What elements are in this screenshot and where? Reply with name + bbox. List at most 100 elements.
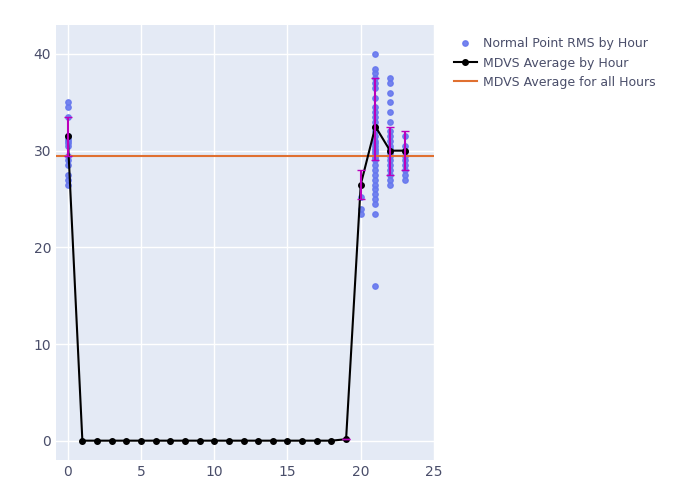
MDVS Average by Hour	[64, 133, 72, 139]
Normal Point RMS by Hour	[370, 128, 381, 136]
Normal Point RMS by Hour	[370, 166, 381, 174]
MDVS Average by Hour	[195, 438, 204, 444]
Normal Point RMS by Hour	[370, 195, 381, 203]
Normal Point RMS by Hour	[370, 171, 381, 179]
Normal Point RMS by Hour	[384, 132, 395, 140]
Normal Point RMS by Hour	[384, 142, 395, 150]
Normal Point RMS by Hour	[62, 152, 74, 160]
Normal Point RMS by Hour	[62, 142, 74, 150]
MDVS Average by Hour	[400, 148, 409, 154]
Normal Point RMS by Hour	[399, 152, 410, 160]
Normal Point RMS by Hour	[62, 113, 74, 121]
Normal Point RMS by Hour	[62, 132, 74, 140]
Normal Point RMS by Hour	[370, 190, 381, 198]
MDVS Average for all Hours	[78, 152, 87, 158]
Normal Point RMS by Hour	[370, 74, 381, 82]
MDVS Average by Hour	[122, 438, 130, 444]
MDVS Average by Hour	[78, 438, 87, 444]
Normal Point RMS by Hour	[384, 156, 395, 164]
Normal Point RMS by Hour	[399, 146, 410, 154]
Normal Point RMS by Hour	[370, 180, 381, 188]
Normal Point RMS by Hour	[370, 70, 381, 78]
Normal Point RMS by Hour	[384, 176, 395, 184]
Normal Point RMS by Hour	[384, 148, 395, 156]
Normal Point RMS by Hour	[384, 137, 395, 145]
Normal Point RMS by Hour	[399, 171, 410, 179]
MDVS Average by Hour	[225, 438, 233, 444]
Normal Point RMS by Hour	[370, 146, 381, 154]
Normal Point RMS by Hour	[370, 210, 381, 218]
Normal Point RMS by Hour	[62, 135, 74, 143]
Normal Point RMS by Hour	[384, 88, 395, 96]
MDVS Average by Hour	[342, 436, 350, 442]
Normal Point RMS by Hour	[62, 180, 74, 188]
Normal Point RMS by Hour	[370, 64, 381, 72]
Normal Point RMS by Hour	[62, 171, 74, 179]
MDVS Average by Hour	[298, 438, 307, 444]
Normal Point RMS by Hour	[399, 176, 410, 184]
Normal Point RMS by Hour	[384, 79, 395, 87]
MDVS Average by Hour	[210, 438, 218, 444]
Normal Point RMS by Hour	[370, 156, 381, 164]
Normal Point RMS by Hour	[370, 84, 381, 92]
MDVS Average by Hour	[166, 438, 174, 444]
Normal Point RMS by Hour	[384, 171, 395, 179]
MDVS Average by Hour	[356, 182, 365, 188]
Normal Point RMS by Hour	[355, 204, 366, 212]
Normal Point RMS by Hour	[384, 166, 395, 174]
Normal Point RMS by Hour	[370, 79, 381, 87]
Normal Point RMS by Hour	[370, 94, 381, 102]
Normal Point RMS by Hour	[370, 122, 381, 130]
Normal Point RMS by Hour	[62, 103, 74, 111]
Normal Point RMS by Hour	[370, 113, 381, 121]
Normal Point RMS by Hour	[370, 118, 381, 126]
Normal Point RMS by Hour	[384, 152, 395, 160]
Normal Point RMS by Hour	[384, 118, 395, 126]
Normal Point RMS by Hour	[370, 154, 381, 162]
Normal Point RMS by Hour	[370, 282, 381, 290]
Normal Point RMS by Hour	[370, 200, 381, 208]
Normal Point RMS by Hour	[62, 98, 74, 106]
Normal Point RMS by Hour	[384, 98, 395, 106]
Normal Point RMS by Hour	[370, 144, 381, 152]
Legend: Normal Point RMS by Hour, MDVS Average by Hour, MDVS Average for all Hours: Normal Point RMS by Hour, MDVS Average b…	[448, 31, 662, 95]
Normal Point RMS by Hour	[370, 186, 381, 194]
Normal Point RMS by Hour	[355, 193, 366, 201]
MDVS Average by Hour	[239, 438, 248, 444]
MDVS Average by Hour	[93, 438, 102, 444]
Line: MDVS Average by Hour: MDVS Average by Hour	[65, 124, 407, 444]
Normal Point RMS by Hour	[384, 161, 395, 169]
Normal Point RMS by Hour	[370, 139, 381, 147]
Normal Point RMS by Hour	[399, 132, 410, 140]
Normal Point RMS by Hour	[370, 108, 381, 116]
MDVS Average by Hour	[254, 438, 262, 444]
Normal Point RMS by Hour	[62, 137, 74, 145]
MDVS Average by Hour	[313, 438, 321, 444]
Normal Point RMS by Hour	[370, 137, 381, 145]
Normal Point RMS by Hour	[384, 108, 395, 116]
Normal Point RMS by Hour	[384, 144, 395, 152]
Normal Point RMS by Hour	[370, 50, 381, 58]
Normal Point RMS by Hour	[370, 103, 381, 111]
Normal Point RMS by Hour	[370, 132, 381, 140]
MDVS Average by Hour	[151, 438, 160, 444]
Normal Point RMS by Hour	[399, 142, 410, 150]
MDVS Average by Hour	[386, 148, 394, 154]
MDVS Average by Hour	[136, 438, 145, 444]
Normal Point RMS by Hour	[370, 148, 381, 156]
Normal Point RMS by Hour	[384, 128, 395, 136]
Normal Point RMS by Hour	[355, 210, 366, 218]
Normal Point RMS by Hour	[384, 74, 395, 82]
Normal Point RMS by Hour	[370, 142, 381, 150]
Normal Point RMS by Hour	[62, 161, 74, 169]
Normal Point RMS by Hour	[62, 139, 74, 147]
Normal Point RMS by Hour	[399, 166, 410, 174]
MDVS Average by Hour	[108, 438, 116, 444]
Normal Point RMS by Hour	[62, 156, 74, 164]
MDVS Average by Hour	[181, 438, 189, 444]
MDVS Average by Hour	[269, 438, 277, 444]
Normal Point RMS by Hour	[399, 156, 410, 164]
MDVS Average for all Hours	[64, 152, 72, 158]
MDVS Average by Hour	[284, 438, 292, 444]
Normal Point RMS by Hour	[384, 180, 395, 188]
